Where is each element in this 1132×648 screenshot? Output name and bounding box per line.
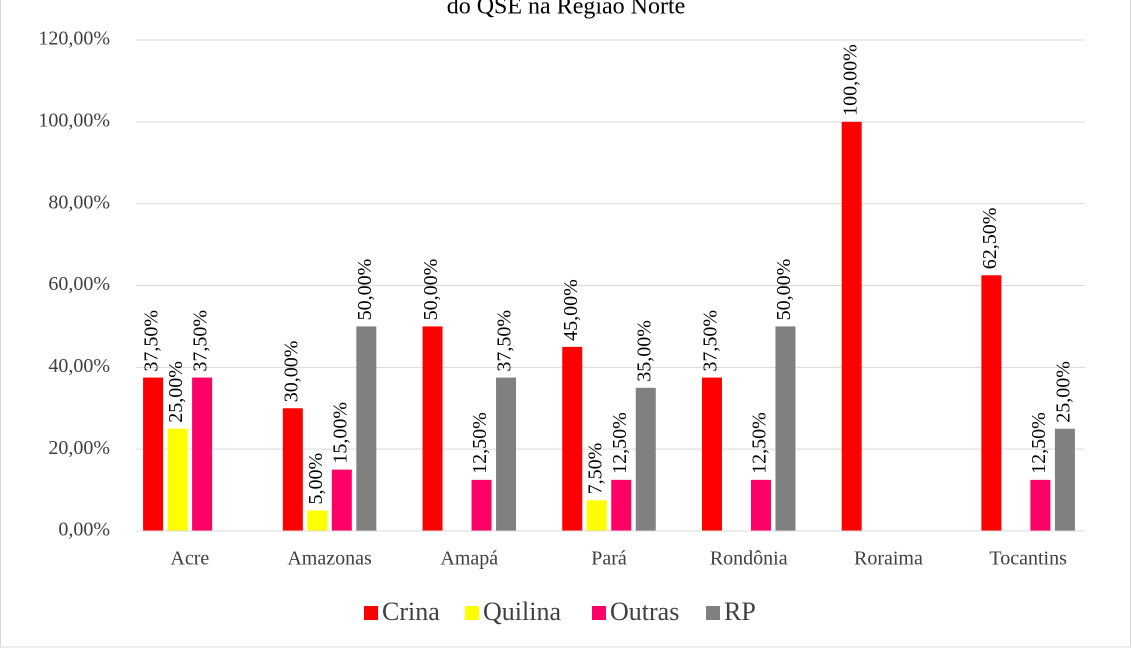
legend-swatch xyxy=(465,606,479,620)
value-label: 62,50% xyxy=(979,208,1001,270)
value-label: 37,50% xyxy=(190,310,212,372)
value-label: 25,00% xyxy=(165,361,187,423)
x-tick-label: Tocantins xyxy=(989,548,1067,570)
value-label: 45,00% xyxy=(560,279,582,341)
bar xyxy=(701,377,722,531)
bar xyxy=(775,326,796,531)
value-label: 25,00% xyxy=(1052,361,1074,423)
y-tick-label: 20,00% xyxy=(48,437,110,459)
x-tick-label: Amazonas xyxy=(287,548,372,570)
bar xyxy=(143,377,164,531)
y-tick-label: 100,00% xyxy=(38,109,110,131)
legend-swatch xyxy=(364,606,378,620)
value-label: 37,50% xyxy=(700,310,722,372)
bar xyxy=(282,408,303,531)
bar xyxy=(192,377,213,531)
value-label: 15,00% xyxy=(329,402,351,464)
y-tick-label: 120,00% xyxy=(38,28,110,50)
value-label: 12,50% xyxy=(609,412,631,474)
bar xyxy=(586,500,607,531)
legend-swatch xyxy=(592,606,606,620)
bar xyxy=(1030,479,1051,531)
bar xyxy=(981,275,1002,531)
bar xyxy=(471,479,492,531)
x-tick-label: Roraima xyxy=(854,548,923,570)
value-label: 12,50% xyxy=(469,412,491,474)
bar xyxy=(167,428,188,531)
bar xyxy=(307,510,328,531)
value-label: 7,50% xyxy=(584,443,606,495)
legend-label: Crina xyxy=(382,597,440,626)
legend-label: Outras xyxy=(610,597,679,626)
y-tick-label: 60,00% xyxy=(48,273,110,295)
y-tick-label: 0,00% xyxy=(58,519,110,541)
value-label: 5,00% xyxy=(305,453,327,505)
bar xyxy=(331,469,352,531)
bar xyxy=(1054,428,1075,531)
bar xyxy=(562,346,583,531)
bar xyxy=(496,377,517,531)
x-tick-label: Rondônia xyxy=(710,548,788,570)
x-tick-label: Amapá xyxy=(440,548,498,570)
value-label: 37,50% xyxy=(494,310,516,372)
bar xyxy=(635,387,656,531)
value-label: 35,00% xyxy=(633,320,655,382)
legend-label: Quilina xyxy=(483,597,561,626)
bar xyxy=(841,121,862,531)
value-label: 50,00% xyxy=(420,259,442,321)
bar xyxy=(611,479,632,531)
bar xyxy=(750,479,771,531)
chart-title: do QSE na Região Norte xyxy=(447,0,686,20)
y-tick-label: 40,00% xyxy=(48,355,110,377)
legend-swatch xyxy=(706,606,720,620)
legend-label: RP xyxy=(724,597,756,626)
value-label: 100,00% xyxy=(839,44,861,116)
bar xyxy=(422,326,443,531)
value-label: 12,50% xyxy=(749,412,771,474)
x-tick-label: Acre xyxy=(170,548,209,570)
value-label: 30,00% xyxy=(280,341,302,403)
value-label: 12,50% xyxy=(1028,412,1050,474)
y-tick-label: 80,00% xyxy=(48,191,110,213)
value-label: 50,00% xyxy=(773,259,795,321)
value-label: 37,50% xyxy=(141,310,163,372)
x-tick-label: Pará xyxy=(591,548,627,570)
value-label: 50,00% xyxy=(354,259,376,321)
bar xyxy=(356,326,377,531)
